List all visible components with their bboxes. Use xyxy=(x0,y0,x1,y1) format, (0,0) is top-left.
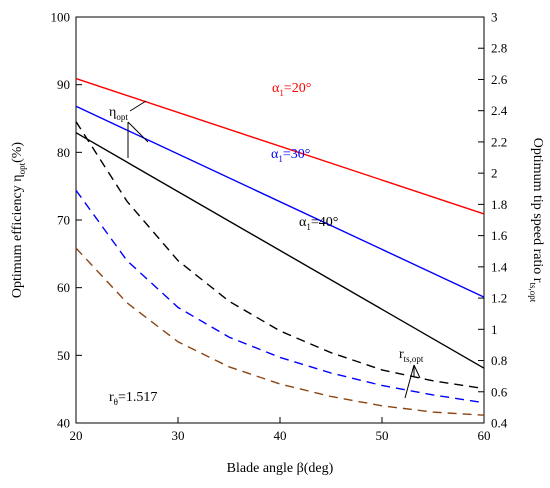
y-right-axis-ticks: 0.4 0.6 0.8 1 1.2 1.4 1.6 1.8 2 2.2 2.4 2.6 2.8 3 xyxy=(478,10,508,431)
tip-speed-curve-1 xyxy=(75,121,485,390)
pointer-line xyxy=(129,100,147,112)
annotation-r-theta: rθ=1.517 xyxy=(109,390,157,407)
x-axis-title: Blade angle β(deg) xyxy=(227,461,334,476)
y-left-axis-ticks: 40 50 60 70 80 90 100 xyxy=(51,10,82,431)
y-left-tick-label: 50 xyxy=(57,348,70,363)
y-right-tick-label: 2.4 xyxy=(491,103,508,118)
x-tick-label: 40 xyxy=(274,428,287,443)
pointer-line xyxy=(127,121,149,143)
efficiency-line-1 xyxy=(75,77,485,215)
tip-speed-curve-3 xyxy=(75,247,485,416)
y-right-tick-label: 2.8 xyxy=(491,41,507,56)
annotation-r-ts-opt: rts,opt xyxy=(399,347,424,364)
y-right-tick-label: 2.6 xyxy=(491,72,508,87)
y-left-tick-label: 40 xyxy=(57,416,70,431)
pointer-line xyxy=(404,364,415,399)
y-left-tick-label: 90 xyxy=(57,77,70,92)
y-right-tick-label: 0.8 xyxy=(491,353,507,368)
y-left-tick-label: 80 xyxy=(57,145,70,160)
y-left-tick-label: 100 xyxy=(51,10,71,25)
x-tick-label: 20 xyxy=(70,428,83,443)
y-left-tick-label: 70 xyxy=(57,213,70,228)
efficiency-line-2 xyxy=(75,105,485,298)
y-right-tick-label: 0.4 xyxy=(491,416,508,431)
annotation-pointers xyxy=(127,100,421,399)
y-right-tick-label: 1.6 xyxy=(491,228,508,243)
label-alpha-30: α1=30° xyxy=(271,147,310,164)
x-tick-label: 60 xyxy=(478,428,491,443)
y-left-axis-title: Optimum efficiency ηopt(%) xyxy=(10,142,27,299)
pointer-line xyxy=(413,364,421,379)
y-right-tick-label: 1.2 xyxy=(491,291,507,306)
y-right-tick-label: 1 xyxy=(491,322,498,337)
y-right-tick-label: 1.8 xyxy=(491,197,507,212)
x-tick-label: 30 xyxy=(172,428,185,443)
tip-speed-curve-2 xyxy=(75,189,485,404)
label-alpha-40: α1=40° xyxy=(299,215,338,232)
annotation-eta-opt: ηopt xyxy=(109,105,128,122)
y-right-tick-label: 3 xyxy=(491,10,498,25)
y-right-tick-label: 1.4 xyxy=(491,259,508,274)
y-right-tick-label: 2.2 xyxy=(491,134,507,149)
x-axis-ticks: 20 30 40 50 60 xyxy=(70,417,491,443)
y-right-axis-title: Optimum tip speed ratio rts,opt xyxy=(528,138,545,303)
series-group xyxy=(75,77,485,416)
y-left-tick-label: 60 xyxy=(57,280,70,295)
efficiency-line-3 xyxy=(75,132,485,369)
y-right-tick-label: 2 xyxy=(491,166,498,181)
x-tick-label: 50 xyxy=(376,428,389,443)
label-alpha-20: α1=20° xyxy=(272,81,311,98)
y-right-tick-label: 0.6 xyxy=(491,384,508,399)
